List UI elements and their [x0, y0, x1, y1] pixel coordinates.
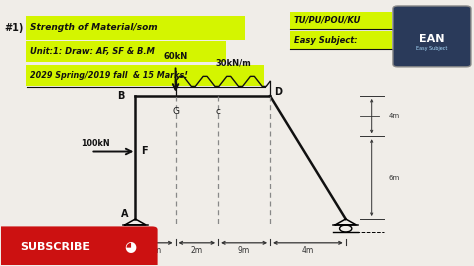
FancyBboxPatch shape: [291, 11, 392, 29]
FancyBboxPatch shape: [26, 41, 226, 62]
Text: 9m: 9m: [238, 246, 250, 255]
Text: c: c: [216, 107, 221, 116]
Text: 30kN/m: 30kN/m: [216, 59, 252, 68]
FancyBboxPatch shape: [26, 65, 264, 86]
Text: A: A: [121, 209, 129, 219]
Text: 6m: 6m: [388, 175, 400, 181]
FancyBboxPatch shape: [291, 31, 392, 49]
Text: ◕: ◕: [125, 240, 137, 254]
Text: #1): #1): [4, 23, 24, 33]
Text: G: G: [172, 107, 179, 116]
Text: 4m: 4m: [388, 113, 400, 119]
Text: Easy Subject: Easy Subject: [416, 46, 447, 51]
Text: EAN: EAN: [419, 34, 445, 44]
FancyBboxPatch shape: [26, 16, 245, 40]
Text: 60kN: 60kN: [164, 52, 188, 61]
Text: 4m: 4m: [302, 246, 314, 255]
Text: TU/PU/POU/KU: TU/PU/POU/KU: [294, 16, 361, 25]
Text: D: D: [274, 87, 282, 97]
Text: 100kN: 100kN: [81, 139, 109, 148]
Text: Unit:1: Draw: AF, SF & B.M: Unit:1: Draw: AF, SF & B.M: [30, 47, 155, 56]
Text: F: F: [141, 146, 148, 156]
Text: 2029 Spring/2019 fall  & 15 Marks!: 2029 Spring/2019 fall & 15 Marks!: [30, 71, 188, 80]
Text: Strength of Material/som: Strength of Material/som: [30, 23, 158, 32]
Text: 2m: 2m: [149, 246, 162, 255]
Text: Easy Subject:: Easy Subject:: [294, 36, 357, 45]
Text: SUBSCRIBE: SUBSCRIBE: [20, 242, 90, 252]
Text: B: B: [118, 91, 125, 101]
Text: 2m: 2m: [191, 246, 203, 255]
FancyBboxPatch shape: [0, 226, 157, 266]
FancyBboxPatch shape: [393, 6, 471, 67]
